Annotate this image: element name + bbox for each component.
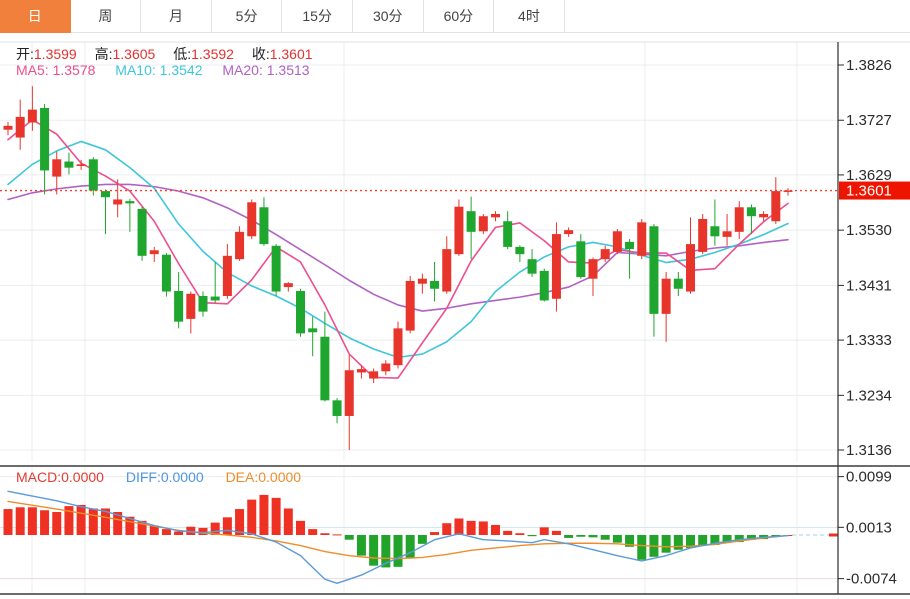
current-price-badge — [839, 181, 910, 200]
panel-borders — [0, 41, 910, 595]
macd-value: MACD:0.0000 — [16, 469, 104, 485]
ma20-legend: MA20: 1.3513 — [222, 62, 310, 78]
tab-monthly[interactable]: 月 — [141, 0, 212, 33]
open-value: 1.3599 — [33, 46, 77, 62]
tab-60min[interactable]: 60分 — [423, 0, 495, 33]
macd-histogram — [3, 494, 793, 568]
high-label: 高: — [94, 46, 113, 62]
tab-30min[interactable]: 30分 — [352, 0, 424, 33]
svg-text:1.3333: 1.3333 — [846, 332, 892, 349]
close-label: 收: — [251, 46, 270, 62]
svg-text:1.3530: 1.3530 — [846, 222, 892, 239]
tab-5min[interactable]: 5分 — [211, 0, 283, 33]
tab-15min[interactable]: 15分 — [282, 0, 353, 33]
diff-value: DIFF:0.0000 — [125, 469, 204, 485]
macd-lines — [7, 490, 789, 585]
ohlc-readout: 开:1.3599 高:1.3605 低:1.3592 收:1.3601 — [16, 44, 327, 64]
low-label: 低: — [173, 46, 192, 62]
low-value: 1.3592 — [191, 46, 234, 62]
svg-text:1.3727: 1.3727 — [846, 112, 892, 129]
macd-axis: 0.0099 0.0013 -0.0074 — [838, 469, 897, 588]
close-value: 1.3601 — [269, 46, 313, 62]
svg-text:1.3431: 1.3431 — [846, 277, 892, 294]
dea-value: DEA:0.0000 — [225, 469, 302, 485]
period-tabbar: 日周月 5分 15分 30分 60分 4时 — [0, 0, 565, 33]
candlestick-series — [3, 86, 793, 450]
open-label: 开: — [16, 46, 34, 62]
ma-legend: MA5: 1.3578 MA10: 1.3542 MA20: 1.3513 — [16, 62, 310, 78]
svg-text:0.0099: 0.0099 — [846, 469, 892, 486]
tab-4hour[interactable]: 4时 — [494, 0, 565, 33]
tabbar-spacer — [565, 0, 910, 33]
macd-legend: MACD:0.0000 DIFF:0.0000 DEA:0.0000 — [16, 469, 301, 485]
tab-weekly[interactable]: 周 — [70, 0, 142, 33]
svg-text:1.3629: 1.3629 — [846, 167, 892, 184]
price-axis: 1.3826 1.3727 1.3629 1.3530 1.3431 1.3333 1.32… — [838, 57, 910, 459]
gridlines — [0, 42, 838, 594]
ma10-legend: MA10: 1.3542 — [115, 62, 203, 78]
svg-text:-0.0074: -0.0074 — [846, 571, 897, 588]
ma5-legend: MA5: 1.3578 — [16, 62, 96, 78]
svg-text:1.3826: 1.3826 — [846, 57, 892, 74]
tab-daily[interactable]: 日 — [0, 0, 71, 33]
high-value: 1.3605 — [112, 46, 156, 62]
svg-text:1.3234: 1.3234 — [846, 387, 892, 404]
macd-current-marker — [829, 533, 838, 537]
svg-text:0.0013: 0.0013 — [846, 519, 892, 536]
current-price-badge-text: 1.3601 — [846, 183, 892, 200]
svg-text:1.3136: 1.3136 — [846, 442, 892, 459]
